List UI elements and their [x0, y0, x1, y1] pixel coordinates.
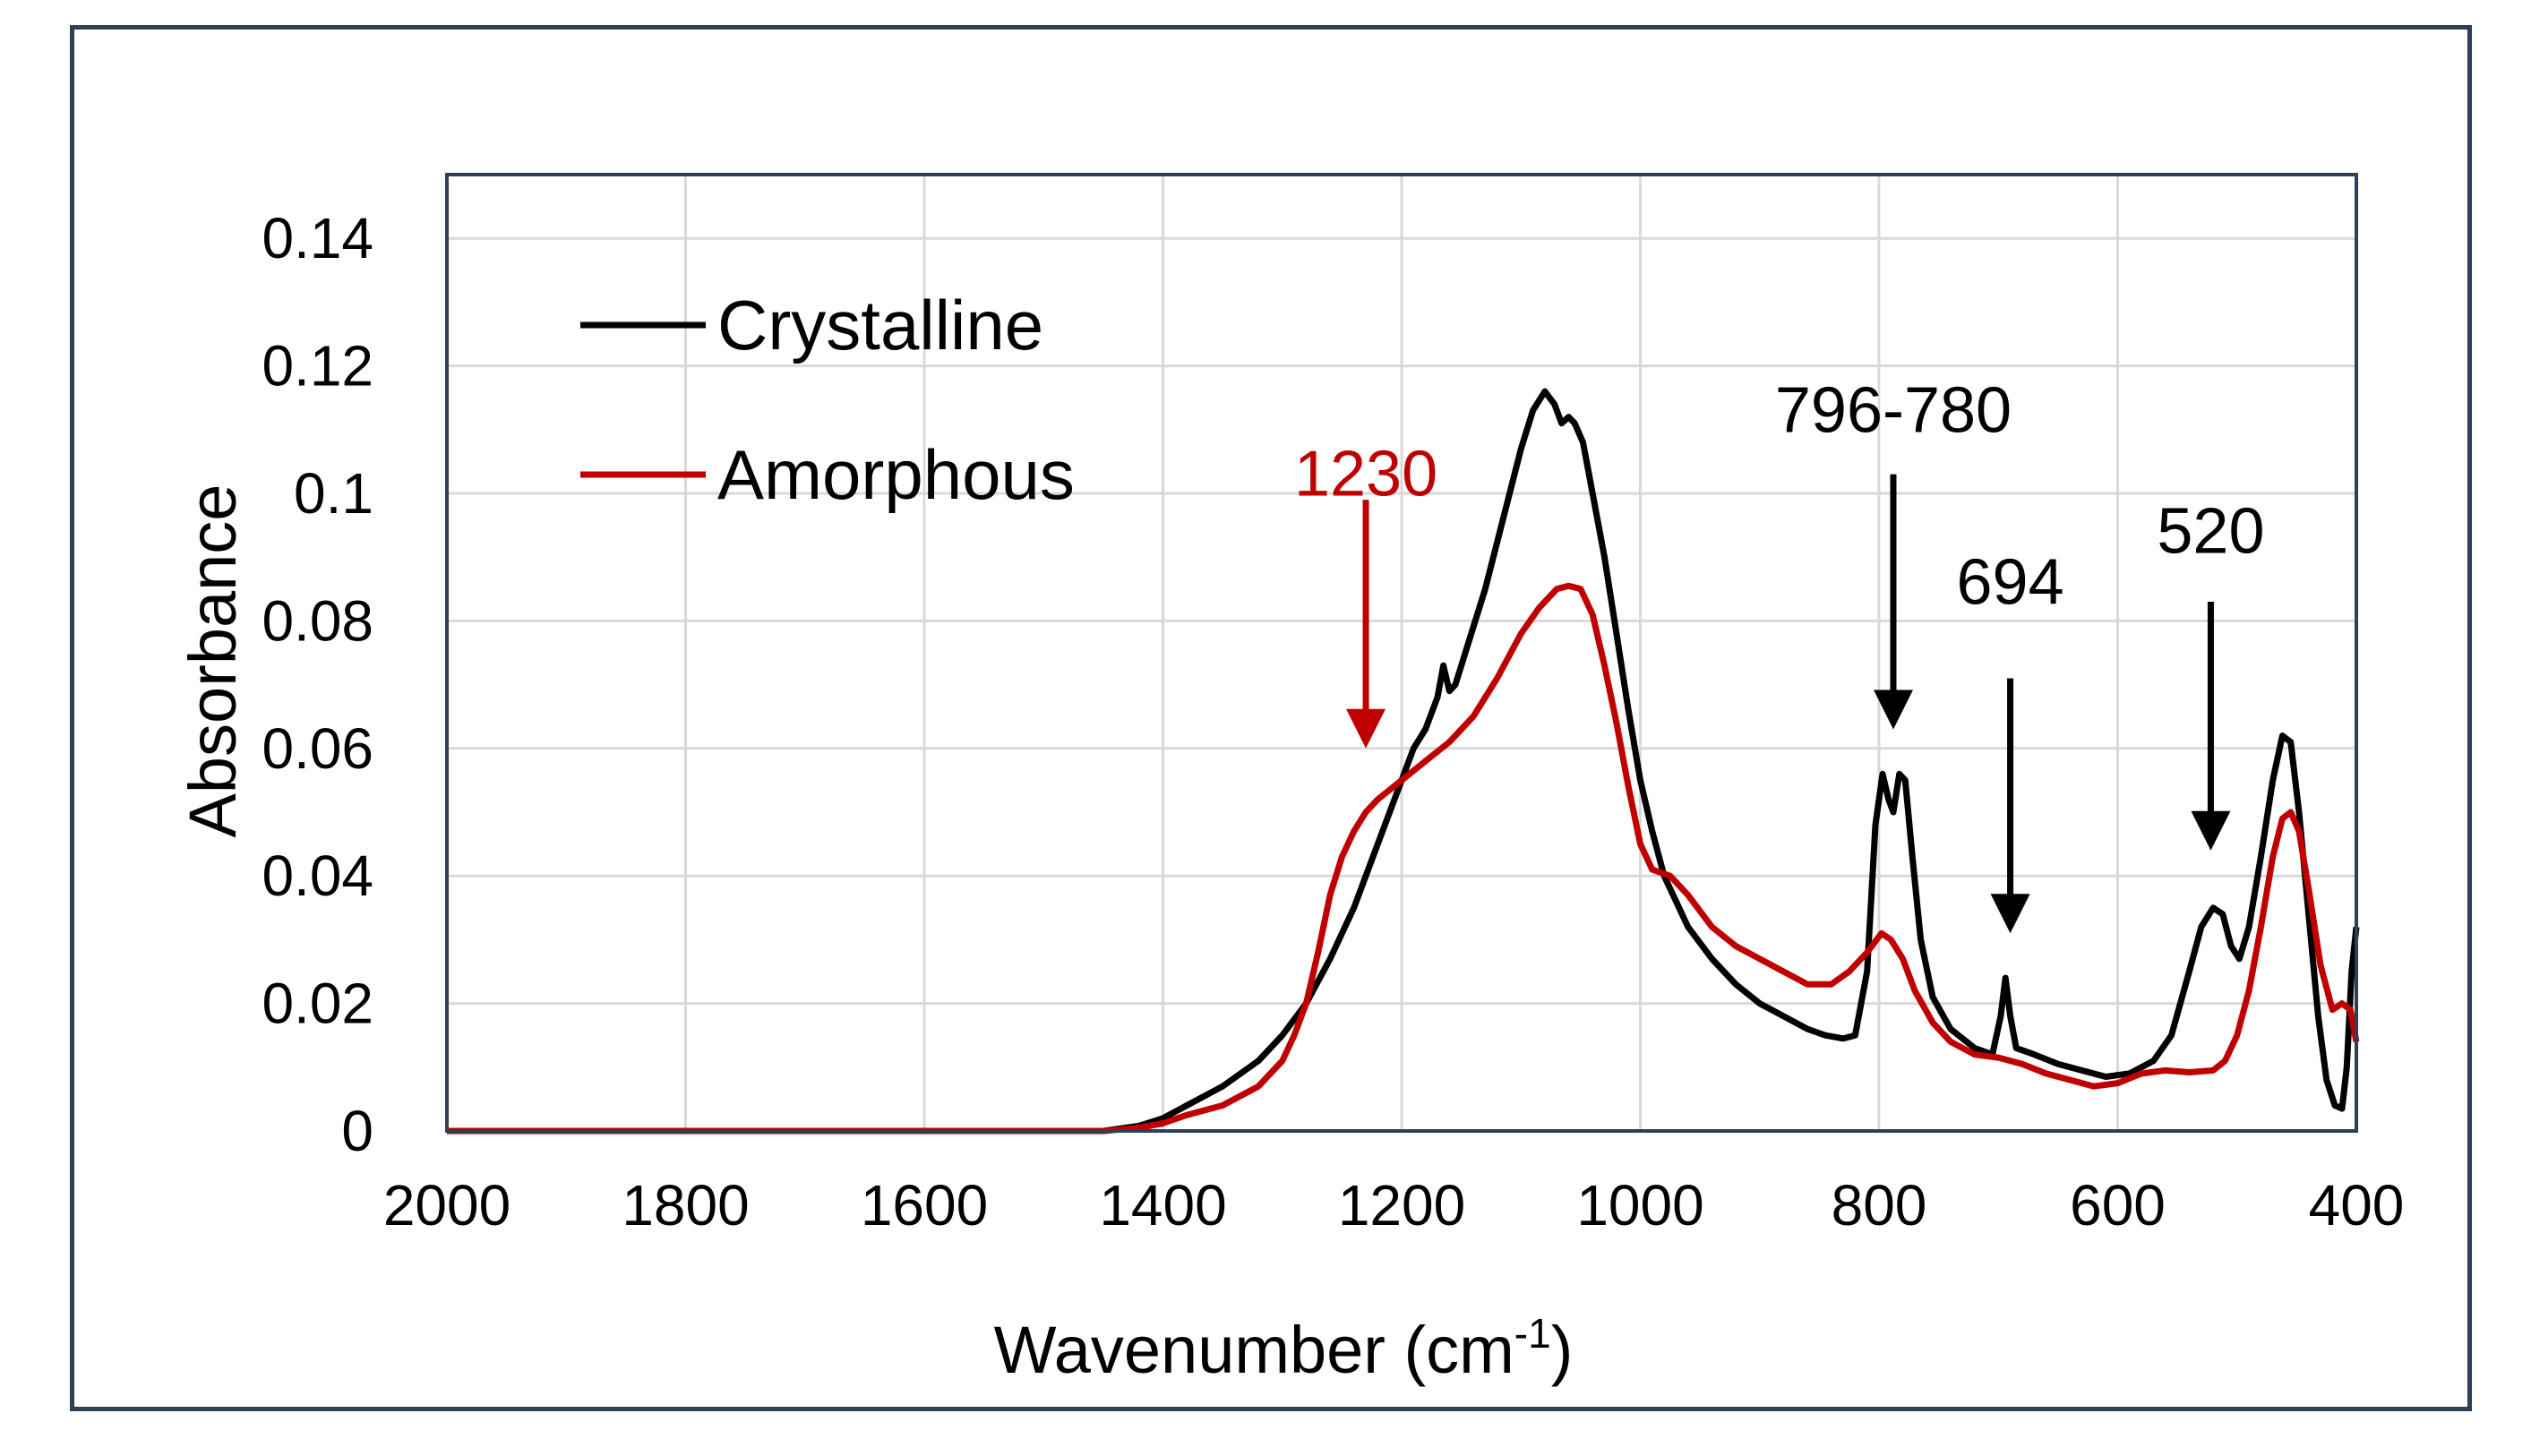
annotation-label-1230: 1230	[1294, 439, 1437, 510]
annotation-label-520: 520	[2157, 496, 2264, 568]
series-layer	[447, 388, 2360, 1135]
x-tick-label: 1200	[1338, 1173, 1465, 1238]
y-tick-label: 0.06	[262, 716, 373, 781]
y-axis-title: Absorbance	[176, 484, 250, 838]
figure-frame: 1230 796-780 694 520 2000 1800 1600 1400 1200 10…	[70, 25, 2472, 1411]
annotation-label-694: 694	[1957, 547, 2064, 619]
x-tick-label: 400	[2309, 1173, 2405, 1238]
y-tick-label: 0.08	[262, 588, 373, 653]
annotation-arrow-head-520	[2191, 810, 2231, 851]
series-line-amorphous	[447, 582, 2360, 1135]
y-tick-label: 0.02	[262, 972, 373, 1036]
legend: Crystalline Amorphous	[580, 286, 1075, 514]
plot-area-border	[445, 173, 2358, 1133]
x-tick-label: 1800	[622, 1173, 749, 1238]
annotation-layer: 1230 796-780 694 520	[1294, 374, 2265, 934]
y-tick-label: 0	[341, 1099, 373, 1163]
spectrum-chart: 1230 796-780 694 520 2000 1800 1600 1400 1200 10…	[176, 173, 2404, 1387]
x-axis-title-main: Wavenumber (cm	[994, 1313, 1514, 1387]
x-tick-label: 1000	[1576, 1173, 1703, 1238]
tick-label-layer: 2000 1800 1600 1400 1200 1000 800 600 400 0 0.02 0.…	[262, 206, 2404, 1238]
x-axis-title: Wavenumber (cm-1)	[994, 1310, 1574, 1387]
x-tick-label: 800	[1832, 1173, 1927, 1238]
x-tick-label: 2000	[383, 1173, 510, 1238]
x-tick-label: 600	[2070, 1173, 2166, 1238]
legend-label-amorphous: Amorphous	[717, 435, 1075, 514]
annotation-arrow-head-1230	[1346, 708, 1386, 749]
annotation-label-796-780: 796-780	[1775, 374, 2012, 446]
y-tick-label: 0.14	[262, 206, 373, 270]
y-tick-label: 0.04	[262, 844, 373, 908]
x-axis-title-superscript: -1	[1514, 1310, 1551, 1357]
y-tick-label: 0.12	[262, 334, 373, 398]
annotation-arrow-head-694	[1990, 894, 2030, 934]
y-tick-label: 0.1	[294, 461, 373, 526]
x-axis-title-end: )	[1551, 1313, 1574, 1387]
x-tick-label: 1400	[1099, 1173, 1226, 1238]
series-line-crystalline	[447, 388, 2360, 1135]
x-tick-label: 1600	[861, 1173, 988, 1238]
annotation-arrow-head-796-780	[1873, 689, 1913, 730]
legend-label-crystalline: Crystalline	[717, 286, 1043, 364]
